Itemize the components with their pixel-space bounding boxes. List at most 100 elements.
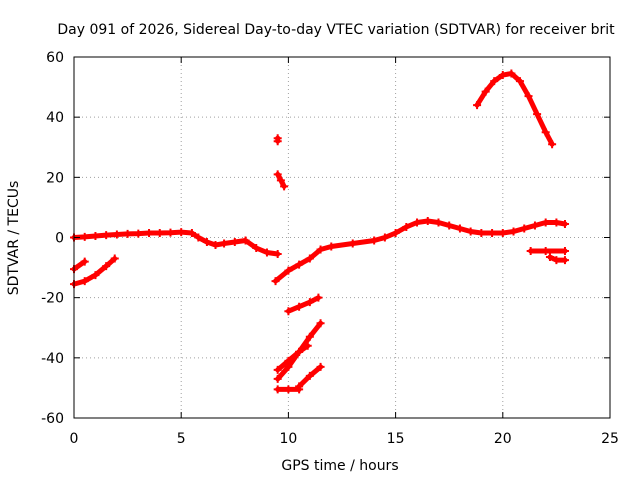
data-point [541,247,550,256]
data-trace [275,343,311,373]
data-point [552,256,561,265]
data-point [413,218,422,227]
data-point [273,250,282,259]
data-point [273,365,282,374]
data-point [548,140,557,149]
data-point [515,77,524,86]
data-point [423,216,432,225]
data-point [524,92,533,101]
data-point [241,236,250,245]
y-tick-label: 60 [46,50,64,66]
data-point [509,227,518,236]
series-spike-high [273,134,282,146]
data-point [284,307,293,316]
data-point [533,110,542,119]
data-point [402,222,411,231]
data-point [507,69,516,78]
data-point [498,71,507,80]
data-point [327,242,336,251]
x-tick-labels: 0 5 10 15 20 25 [70,431,619,447]
data-point [284,356,293,365]
data-point [273,374,282,383]
data-point [112,230,121,239]
data-point [280,182,289,191]
data-point [545,253,554,262]
data-point [488,228,497,237]
series-tail-1 [526,247,569,256]
data-point [303,341,312,350]
data-point [194,233,203,242]
data-point [541,218,550,227]
data-point [80,257,89,266]
data-point [473,101,482,110]
axis-ticks [73,56,611,419]
data-point [91,231,100,240]
data-point [481,87,490,96]
data-point [305,371,314,380]
data-point [252,244,261,253]
x-tick-label: 20 [494,431,512,447]
data-point [316,362,325,371]
data-point [305,298,314,307]
data-point [155,228,164,237]
data-point [434,218,443,227]
data-point [271,277,280,286]
series-arc-top [473,69,557,149]
y-tick-label: 20 [46,170,64,186]
data-point [166,228,175,237]
y-tick-label: 0 [55,231,64,247]
series-tail-2 [545,253,569,265]
data-point [552,218,561,227]
data-point [455,224,464,233]
data-point [498,228,507,237]
data-point [134,229,143,238]
data-point [314,293,323,302]
data-point [230,238,239,247]
data-point [541,128,550,137]
data-point [520,224,529,233]
data-point [273,170,282,179]
y-tick-labels: -60 -40 -20 0 20 40 60 [41,50,64,427]
data-point [560,219,569,228]
data-point [273,134,282,143]
data-point [187,228,196,237]
data-point [284,266,293,275]
series-flat-bottom [273,385,304,394]
data-point [80,232,89,241]
x-tick-label: 10 [279,431,297,447]
data-point [276,176,285,185]
series-rising-b [273,341,312,374]
data-point [262,248,271,257]
data-point [102,231,111,240]
data-point [305,254,314,263]
data-point [202,238,211,247]
y-tick-label: -40 [41,351,64,367]
grid-lines [74,57,610,418]
data-point [123,229,132,238]
data-point [370,236,379,245]
data-trace [273,218,568,284]
data-point [220,239,229,248]
data-point [477,228,486,237]
series-main-band-a [70,228,282,259]
y-tick-label: 40 [46,110,64,126]
data-trace [285,295,321,314]
data-point [316,245,325,254]
data-point [110,254,119,263]
y-axis-label: SDTVAR / TECUs [6,181,22,296]
data-trace [474,71,555,147]
x-tick-label: 15 [387,431,405,447]
x-axis-label: GPS time / hours [281,458,398,474]
data-point [348,239,357,248]
series-spike-falling [273,170,289,191]
data-point [295,260,304,269]
data-point [530,221,539,230]
data-point [560,247,569,256]
data-traces [70,69,569,394]
chart-title: Day 091 of 2026, Sidereal Day-to-day VTE… [57,22,615,38]
series-descending-1 [284,293,323,316]
data-point [295,385,304,394]
data-point [466,227,475,236]
data-point [490,77,499,86]
